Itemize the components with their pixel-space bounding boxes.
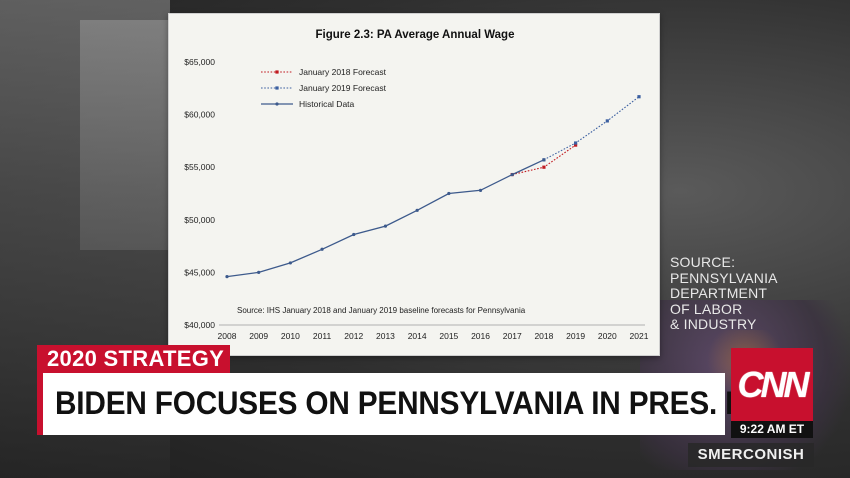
data-point <box>225 275 229 279</box>
data-point <box>257 270 261 274</box>
x-tick-label: 2014 <box>408 331 427 341</box>
x-tick-label: 2012 <box>344 331 363 341</box>
series-line-1 <box>543 96 640 161</box>
x-tick-label: 2008 <box>218 331 237 341</box>
source-line: DEPARTMENT <box>670 285 768 301</box>
clock: 9:22 AM ET <box>731 421 813 438</box>
legend-label: January 2019 Forecast <box>299 83 387 93</box>
x-tick-label: 2015 <box>439 331 458 341</box>
source-line: SOURCE: <box>670 254 736 270</box>
series-line-2 <box>226 159 545 278</box>
legend-marker <box>275 70 279 74</box>
source-line: & INDUSTRY <box>670 316 757 332</box>
y-tick-label: $55,000 <box>184 162 215 172</box>
data-point <box>574 143 578 147</box>
x-tick-label: 2010 <box>281 331 300 341</box>
x-tick-label: 2018 <box>534 331 553 341</box>
legend-label: January 2018 Forecast <box>299 67 387 77</box>
strategy-tag: 2020 STRATEGY <box>37 345 230 373</box>
x-tick-label: 2011 <box>313 331 332 341</box>
data-point <box>542 165 546 169</box>
data-point <box>288 261 292 265</box>
legend-marker <box>275 86 279 90</box>
cnn-logo-text: CNN <box>737 363 810 405</box>
x-tick-label: 2019 <box>566 331 585 341</box>
source-line: OF LABOR <box>670 300 743 317</box>
data-point <box>478 188 483 192</box>
source-line: PENNSYLVANIA <box>670 269 778 286</box>
wage-line-chart: Figure 2.3: PA Average Annual Wage $40,00… <box>184 29 649 341</box>
chart-title: Figure 2.3: PA Average Annual Wage <box>316 29 515 41</box>
show-name: SMERCONISH <box>688 443 814 467</box>
legend-label: Historical Data <box>299 99 355 109</box>
y-tick-label: $45,000 <box>184 267 215 277</box>
data-point <box>574 141 578 145</box>
data-point <box>352 232 356 237</box>
source-attribution: SOURCE: PENNSYLVANIA DEPARTMENT OF LABOR… <box>670 254 840 333</box>
data-point <box>447 191 451 196</box>
headline-text: BIDEN FOCUSES ON PENNSYLVANIA IN PRES. B… <box>55 385 776 421</box>
x-tick-label: 2017 <box>503 331 522 341</box>
x-tick-label: 2013 <box>376 331 395 341</box>
data-point <box>415 208 419 212</box>
y-tick-label: $65,000 <box>184 57 215 67</box>
y-tick-label: $50,000 <box>184 215 215 225</box>
background-monitor-blur <box>80 20 180 250</box>
chart-card: Figure 2.3: PA Average Annual Wage $40,00… <box>168 13 660 356</box>
chart-source-note: Source: IHS January 2018 and January 201… <box>237 306 526 315</box>
x-tick-label: 2020 <box>598 331 617 341</box>
x-tick-label: 2009 <box>249 331 268 341</box>
y-tick-label: $60,000 <box>184 110 215 120</box>
data-point <box>510 172 514 177</box>
x-tick-label: 2021 <box>630 331 649 341</box>
data-point <box>320 247 324 251</box>
data-point <box>542 158 546 162</box>
legend-marker <box>275 102 279 106</box>
x-tick-label: 2016 <box>471 331 490 341</box>
data-point <box>605 119 609 123</box>
data-point <box>637 95 641 99</box>
headline-bar: BIDEN FOCUSES ON PENNSYLVANIA IN PRES. B… <box>37 373 776 435</box>
cnn-logo: CNN <box>731 348 813 421</box>
data-point <box>383 224 388 228</box>
y-tick-label: $40,000 <box>184 320 215 330</box>
